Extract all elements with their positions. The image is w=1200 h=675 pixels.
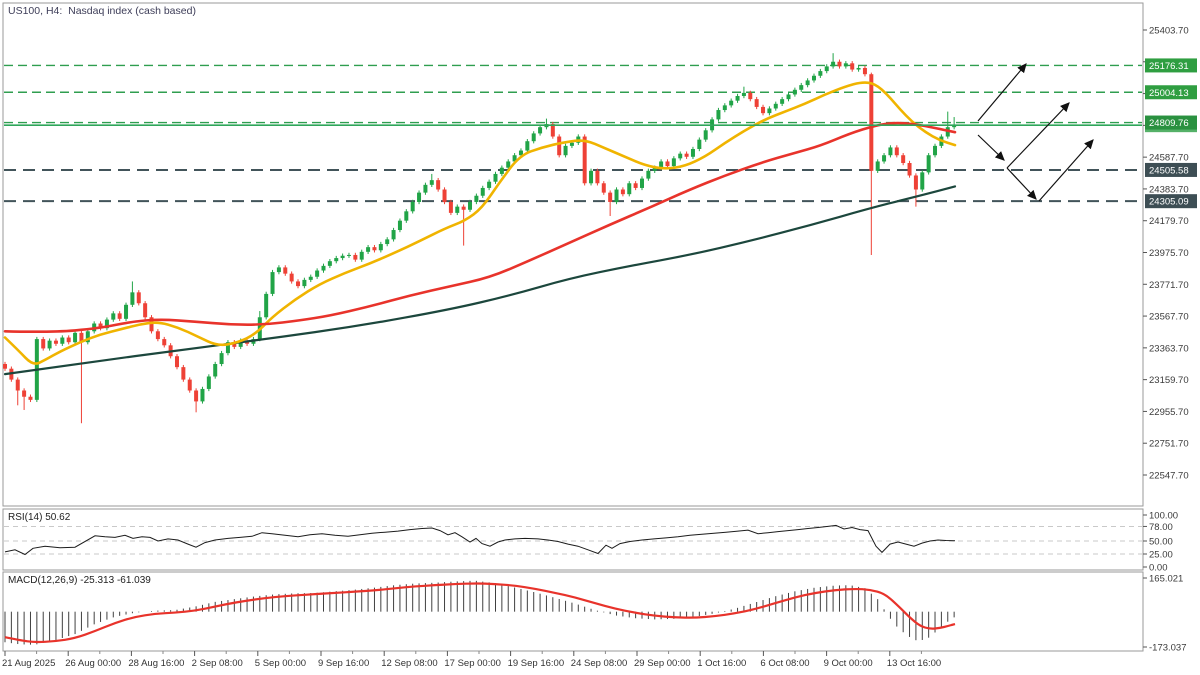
price-tick-label: 22547.70 [1149, 470, 1189, 481]
macd-axis-label: 165.021 [1149, 574, 1183, 585]
rsi-panel[interactable] [2, 508, 1144, 571]
level-badge-25176.31 [1145, 58, 1197, 73]
level-badge-24809.76-text: 24809.76 [1149, 118, 1189, 129]
ma-slow-line [3, 185, 957, 376]
panel-frames [2, 2, 1144, 652]
time-axis: 21 Aug 2025 26 Aug 00:00 28 Aug 16:00 2 Sep… [2, 651, 941, 669]
level-badge-24305.09 [1145, 194, 1197, 209]
price-badges: 24792.9525176.3125004.1324809.7624505.58… [1145, 58, 1197, 209]
time-axis-label: 9 Sep 16:00 [318, 658, 369, 669]
macd-signal-line [4, 582, 956, 644]
price-tick-label: 22751.70 [1149, 439, 1189, 450]
price-tick-label: 23363.70 [1149, 343, 1189, 354]
level-badge-25176.31-text: 25176.31 [1149, 61, 1189, 72]
price-tick-label: 24179.70 [1149, 216, 1189, 227]
time-axis-label: 26 Aug 00:00 [65, 658, 121, 669]
price-tick-label: 23567.70 [1149, 312, 1189, 323]
level-badge-24505.58-text: 24505.58 [1149, 165, 1189, 176]
trend-arrow-up[interactable] [1006, 102, 1070, 169]
price-tick-label: 23771.70 [1149, 280, 1189, 291]
candlestick-series [3, 53, 957, 424]
time-axis-label: 5 Sep 00:00 [255, 658, 306, 669]
macd-histogram: 165.021 -173.037 [4, 574, 1187, 654]
level-badge-25004.13-text: 25004.13 [1149, 88, 1189, 99]
price-tick-label: 24587.70 [1149, 153, 1189, 164]
time-axis-label: 12 Sep 08:00 [381, 658, 438, 669]
level-badge-24305.09-text: 24305.09 [1149, 197, 1189, 208]
time-axis-label: 1 Oct 16:00 [697, 658, 746, 669]
time-axis-label: 19 Sep 16:00 [508, 658, 565, 669]
time-axis-label: 29 Sep 00:00 [634, 658, 691, 669]
price-tick-label: 23159.70 [1149, 375, 1189, 386]
level-badge-25004.13 [1145, 85, 1197, 100]
rsi-axis-label: 78.00 [1149, 522, 1173, 533]
level-badge-24505.58 [1145, 162, 1197, 177]
price-tick-label: 25403.70 [1149, 26, 1189, 37]
price-tick-label: 23975.70 [1149, 248, 1189, 259]
moving-averages [3, 81, 957, 376]
level-badge-24809.76 [1145, 115, 1197, 130]
main-price-panel[interactable] [2, 2, 1144, 507]
price-tick-label: 22955.70 [1149, 407, 1189, 418]
ma-mid-line [3, 121, 957, 334]
projection-arrows [977, 63, 1094, 202]
rsi-axis-label: 25.00 [1149, 550, 1173, 561]
macd-panel[interactable] [2, 571, 1144, 652]
time-axis-label: 24 Sep 08:00 [571, 658, 628, 669]
horizontal-levels [4, 64, 1142, 203]
trend-arrow-down[interactable] [977, 134, 1005, 161]
time-axis-label: 2 Sep 08:00 [192, 658, 243, 669]
macd-axis-label: -173.037 [1149, 643, 1187, 654]
time-axis-label: 28 Aug 16:00 [128, 658, 184, 669]
trend-arrow-up[interactable] [977, 63, 1027, 122]
ma-fast-line [3, 81, 957, 365]
time-axis-label: 13 Oct 16:00 [887, 658, 941, 669]
rsi-axis-label: 100.00 [1149, 511, 1178, 522]
time-axis-label: 21 Aug 2025 [2, 658, 55, 669]
rsi-axis-label: 50.00 [1149, 537, 1173, 548]
rsi-line [4, 524, 956, 556]
rsi-axis-label: 0.00 [1149, 563, 1168, 574]
trend-arrow-up[interactable] [1038, 139, 1094, 202]
time-axis-label: 17 Sep 00:00 [444, 658, 501, 669]
price-tick-label: 24383.70 [1149, 184, 1189, 195]
trend-arrow-down[interactable] [1006, 167, 1037, 200]
time-axis-label: 9 Oct 00:00 [824, 658, 873, 669]
time-axis-label: 6 Oct 08:00 [760, 658, 809, 669]
